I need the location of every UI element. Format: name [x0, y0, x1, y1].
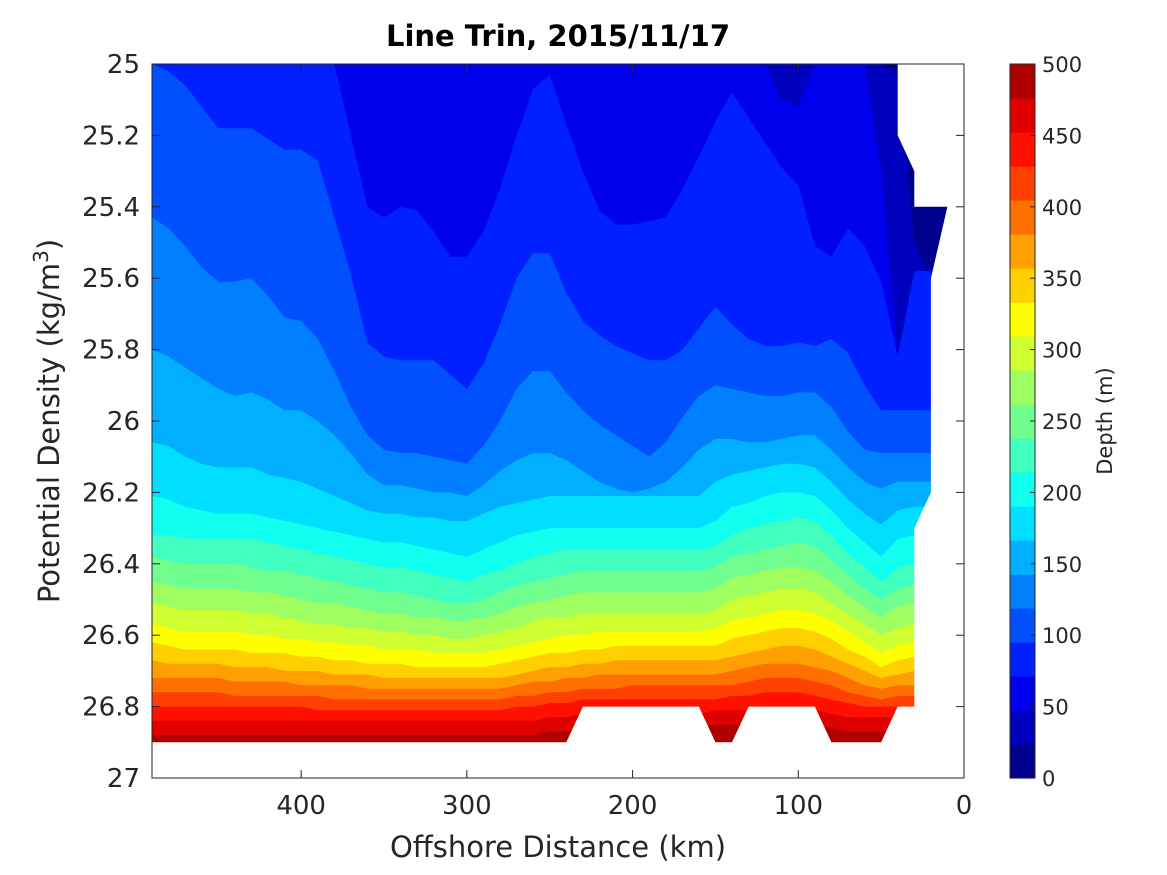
- x-tick-label: 300: [442, 791, 492, 821]
- colorbar-tick-label: 100: [1042, 624, 1082, 648]
- y-tick-label: 26.6: [82, 621, 140, 651]
- colorbar-swatch: [1010, 132, 1035, 167]
- colorbar-swatch: [1010, 98, 1035, 133]
- colorbar-swatch: [1010, 744, 1035, 779]
- chart-title: Line Trin, 2015/11/17: [386, 19, 730, 53]
- colorbar-swatch: [1010, 710, 1035, 745]
- y-tick-label: 25.8: [82, 336, 140, 366]
- colorbar-tick-label: 150: [1042, 553, 1082, 577]
- colorbar-swatch: [1010, 506, 1035, 541]
- x-tick-label: 0: [956, 791, 973, 821]
- colorbar-tick-label: 200: [1042, 481, 1082, 505]
- y-tick-label: 27: [107, 764, 140, 794]
- colorbar-swatch: [1010, 64, 1035, 99]
- colorbar-swatch: [1010, 642, 1035, 677]
- colorbar-tick-label: 450: [1042, 124, 1082, 148]
- colorbar-swatch: [1010, 676, 1035, 711]
- colorbar: [1010, 64, 1035, 779]
- colorbar-swatch: [1010, 234, 1035, 269]
- colorbar-tick-label: 250: [1042, 410, 1082, 434]
- y-axis-label: Potential Density (kg/m3): [29, 239, 66, 603]
- colorbar-swatch: [1010, 540, 1035, 575]
- colorbar-swatch: [1010, 574, 1035, 609]
- y-tick-label: 26.8: [82, 693, 140, 723]
- x-tick-label: 400: [276, 791, 326, 821]
- colorbar-swatch: [1010, 200, 1035, 235]
- colorbar-swatch: [1010, 370, 1035, 405]
- x-tick-label: 200: [608, 791, 658, 821]
- colorbar-tick-label: 500: [1042, 53, 1082, 77]
- y-tick-label: 25.4: [82, 193, 140, 223]
- colorbar-swatch: [1010, 268, 1035, 303]
- colorbar-tick-label: 350: [1042, 267, 1082, 291]
- y-tick-label: 26.2: [82, 478, 140, 508]
- colorbar-swatch: [1010, 336, 1035, 371]
- x-tick-label: 100: [773, 791, 823, 821]
- y-axis-ticks: 25 25.2 25.4 25.6 25.8 26 26.2 26.4 26.6 26.8 27: [82, 50, 964, 794]
- colorbar-swatch: [1010, 302, 1035, 337]
- colorbar-label: Depth (m): [1093, 367, 1117, 474]
- colorbar-tick-label: 0: [1042, 767, 1055, 791]
- colorbar-tick-label: 300: [1042, 339, 1082, 363]
- contour-layers: [152, 64, 964, 743]
- y-tick-label: 25.6: [82, 264, 140, 294]
- colorbar-tick-label: 400: [1042, 196, 1082, 220]
- y-tick-label: 26: [107, 407, 140, 437]
- colorbar-tick-label: 50: [1042, 696, 1069, 720]
- y-tick-label: 25.2: [82, 121, 140, 151]
- y-tick-label: 26.4: [82, 550, 140, 580]
- y-tick-label: 25: [107, 50, 140, 80]
- colorbar-swatch: [1010, 608, 1035, 643]
- colorbar-swatch: [1010, 166, 1035, 201]
- colorbar-swatch: [1010, 438, 1035, 473]
- colorbar-swatch: [1010, 472, 1035, 507]
- x-axis-ticks: 400 300 200 100 0: [276, 64, 972, 821]
- x-axis-label: Offshore Distance (km): [390, 830, 726, 864]
